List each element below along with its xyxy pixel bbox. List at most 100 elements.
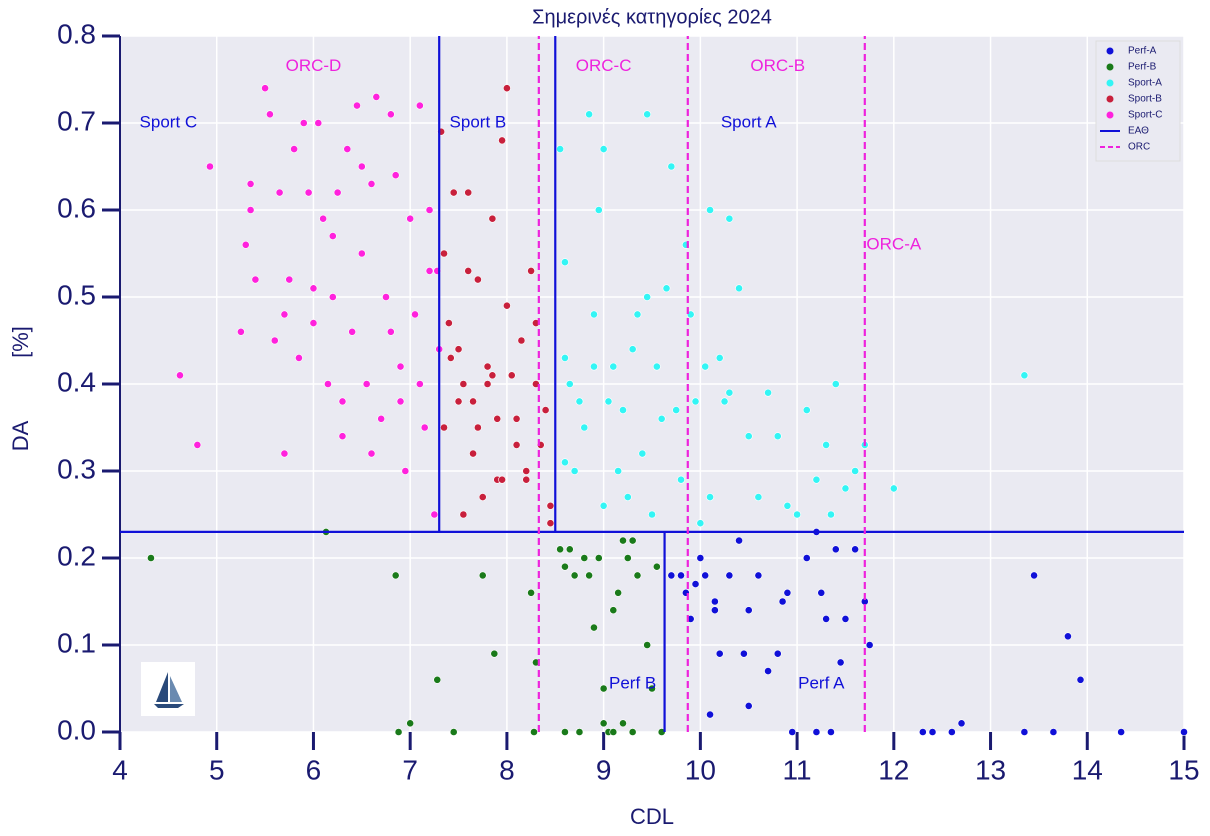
point [353, 101, 361, 110]
legend-marker [1106, 111, 1114, 119]
x-tick-label: 15 [1168, 754, 1199, 785]
point [754, 571, 763, 580]
point [425, 266, 434, 275]
x-tick-label: 13 [975, 754, 1006, 785]
point [638, 449, 647, 458]
point [333, 188, 342, 197]
legend-label: ΕΑΘ [1128, 126, 1149, 137]
point [812, 475, 821, 484]
point [648, 684, 656, 693]
annotation: ORC-D [286, 56, 342, 75]
point [691, 397, 700, 406]
point [1020, 728, 1029, 736]
x-tick-label: 11 [783, 754, 812, 785]
point [449, 188, 458, 197]
point [406, 214, 415, 223]
point [594, 206, 603, 214]
point [783, 501, 792, 510]
point [541, 406, 550, 414]
point [546, 519, 555, 528]
point [628, 345, 637, 354]
point [295, 353, 303, 362]
point [454, 345, 463, 354]
point [469, 397, 477, 406]
point [386, 110, 395, 119]
point [444, 319, 453, 327]
point [1076, 675, 1085, 684]
point [652, 362, 661, 371]
point [696, 554, 705, 562]
point [609, 606, 618, 615]
y-tick-label: 0.4 [57, 366, 96, 397]
point [304, 188, 313, 197]
point [585, 110, 594, 119]
point [561, 258, 569, 267]
point [565, 380, 574, 388]
point [619, 719, 627, 728]
point [633, 571, 642, 580]
point [530, 728, 538, 736]
x-tick-label: 5 [209, 754, 225, 785]
point [725, 214, 734, 223]
point [270, 336, 279, 345]
legend-marker [1106, 63, 1114, 71]
y-tick-label: 0.7 [57, 105, 96, 136]
point [648, 510, 656, 519]
point [715, 649, 724, 658]
point [464, 188, 473, 197]
point [701, 362, 710, 371]
x-tick-label: 10 [685, 754, 716, 785]
point [493, 414, 502, 423]
point [710, 606, 719, 615]
point [386, 327, 395, 336]
point [643, 641, 652, 649]
y-axis-unit: [%] [8, 326, 33, 358]
point [440, 423, 448, 432]
point [527, 588, 535, 597]
point [503, 84, 511, 93]
legend-label: Perf-B [1128, 62, 1157, 73]
point [947, 728, 956, 736]
point [433, 675, 442, 684]
point [918, 728, 927, 736]
point [415, 380, 424, 388]
point [440, 249, 448, 258]
point [773, 649, 782, 658]
point [628, 536, 637, 545]
point [328, 293, 337, 301]
point [391, 171, 400, 180]
point [590, 362, 598, 371]
point [459, 510, 468, 519]
point [1020, 371, 1029, 380]
point [590, 310, 598, 319]
point [527, 266, 535, 275]
point [478, 571, 487, 580]
x-tick-label: 6 [306, 754, 322, 785]
point [677, 571, 685, 580]
point [720, 397, 729, 406]
y-tick-label: 0.2 [57, 540, 96, 571]
point [343, 145, 352, 153]
point [851, 467, 860, 475]
point [546, 501, 555, 510]
point [609, 728, 618, 736]
point [590, 623, 598, 632]
legend-label: Perf-A [1128, 46, 1157, 57]
point [812, 728, 821, 736]
point [788, 728, 797, 736]
point [338, 432, 347, 441]
point [488, 214, 497, 223]
point [478, 493, 487, 501]
point [473, 275, 482, 284]
point [764, 667, 772, 675]
point [241, 240, 250, 249]
point [822, 615, 831, 623]
point [498, 475, 506, 484]
point [744, 432, 753, 441]
legend: Perf-A Perf-B Sport-A Sport-B Sport-C ΕΑΘ ORC [1095, 40, 1181, 162]
point [446, 353, 455, 362]
point [667, 162, 676, 171]
point [459, 380, 468, 388]
point [357, 162, 366, 171]
